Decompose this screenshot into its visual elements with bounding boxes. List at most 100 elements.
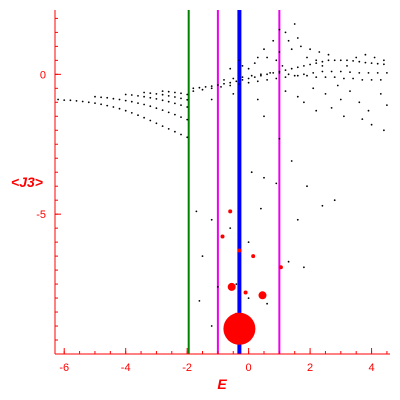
series-1-point bbox=[293, 23, 296, 25]
series-1-point bbox=[57, 98, 59, 101]
series-1-point bbox=[247, 241, 250, 244]
series-1-point bbox=[118, 98, 121, 101]
series-1-point bbox=[229, 84, 232, 87]
series-1-point bbox=[263, 48, 265, 51]
series-1-point bbox=[247, 67, 250, 70]
series-1-point bbox=[327, 53, 330, 56]
series-1-point bbox=[358, 60, 361, 63]
series-1-point bbox=[346, 59, 348, 62]
series-1-point bbox=[321, 65, 324, 67]
series-1-point bbox=[124, 99, 127, 102]
series-1-point bbox=[370, 123, 373, 126]
series-1-point bbox=[143, 103, 146, 106]
series-1-point bbox=[367, 72, 370, 74]
series-1-point bbox=[161, 99, 164, 102]
series-1-point bbox=[186, 106, 189, 108]
series-1-point bbox=[269, 72, 271, 74]
series-1-point bbox=[253, 62, 256, 64]
series-1-point bbox=[192, 90, 195, 92]
series-1-point bbox=[247, 77, 250, 80]
series-1-point bbox=[361, 79, 364, 81]
series-1-point bbox=[130, 100, 133, 103]
series-1-point bbox=[186, 93, 189, 96]
series-1-point bbox=[235, 283, 238, 285]
y-tick-label: -5 bbox=[36, 209, 46, 221]
series-1-point bbox=[284, 90, 287, 92]
series-1-point bbox=[210, 325, 213, 327]
series-1-point bbox=[161, 125, 164, 127]
series-1-point bbox=[186, 98, 189, 101]
x-tick-label: -2 bbox=[182, 362, 192, 374]
series-1-point bbox=[266, 56, 268, 59]
series-1-point bbox=[376, 72, 379, 74]
series-2-point bbox=[243, 290, 248, 295]
series-1-point bbox=[130, 112, 133, 114]
series-1-point bbox=[130, 94, 133, 96]
series-1-point bbox=[321, 204, 324, 207]
series-1-point bbox=[379, 79, 382, 81]
series-1-point bbox=[260, 73, 262, 76]
series-1-point bbox=[174, 102, 176, 105]
series-1-point bbox=[75, 100, 78, 102]
series-1-point bbox=[296, 95, 299, 98]
series-1-point bbox=[263, 115, 265, 118]
series-1-point bbox=[174, 130, 176, 133]
series-1-point bbox=[180, 116, 182, 118]
series-1-point bbox=[204, 86, 207, 88]
x-tick-label: 0 bbox=[246, 362, 252, 374]
series-1-point bbox=[370, 62, 373, 64]
series-1-point bbox=[272, 39, 275, 42]
series-1-point bbox=[336, 84, 339, 87]
series-1-point bbox=[192, 87, 195, 90]
series-1-point bbox=[241, 79, 244, 81]
series-1-point bbox=[180, 104, 182, 106]
series-1-point bbox=[69, 99, 72, 102]
series-1-point bbox=[287, 260, 290, 263]
series-1-point bbox=[278, 72, 281, 74]
series-1-point bbox=[272, 72, 275, 74]
series-1-point bbox=[315, 109, 318, 112]
series-1-point bbox=[235, 80, 238, 83]
series-1-point bbox=[290, 160, 293, 162]
series-1-point bbox=[253, 76, 256, 78]
series-1-point bbox=[383, 59, 385, 62]
series-1-point bbox=[333, 199, 336, 202]
series-1-point bbox=[275, 182, 278, 185]
series-1-point bbox=[210, 218, 213, 221]
series-1-point bbox=[321, 70, 324, 73]
series-1-point bbox=[238, 83, 241, 85]
series-1-point bbox=[250, 171, 253, 174]
series-1-point bbox=[155, 98, 158, 100]
series-1-point bbox=[343, 115, 345, 118]
series-1-point bbox=[275, 77, 278, 80]
series-1-point bbox=[201, 255, 204, 257]
series-1-point bbox=[324, 76, 327, 78]
series-1-point bbox=[247, 297, 250, 299]
series-1-point bbox=[303, 266, 305, 269]
series-1-point bbox=[306, 74, 308, 77]
series-1-point bbox=[367, 109, 370, 112]
series-1-point bbox=[124, 93, 127, 96]
series-1-point bbox=[201, 88, 204, 91]
series-2-point bbox=[278, 265, 283, 270]
y-axis-label: <J3> bbox=[11, 174, 43, 190]
series-1-point bbox=[315, 76, 318, 78]
series-1-point bbox=[167, 111, 170, 114]
series-1-point bbox=[364, 61, 367, 64]
series-1-point bbox=[167, 95, 170, 97]
x-tick-label: -4 bbox=[121, 362, 131, 374]
series-1-point bbox=[198, 86, 201, 89]
series-1-point bbox=[180, 92, 182, 95]
series-2-point bbox=[227, 282, 236, 291]
series-1-point bbox=[266, 79, 268, 81]
series-1-point bbox=[118, 107, 121, 110]
series-1-point bbox=[333, 76, 336, 78]
series-1-point bbox=[210, 98, 213, 101]
series-2-point bbox=[220, 234, 225, 239]
series-1-point bbox=[143, 116, 146, 119]
series-1-point bbox=[263, 176, 265, 179]
series-1-point bbox=[174, 96, 176, 98]
series-1-point bbox=[241, 76, 244, 78]
series-1-point bbox=[278, 51, 281, 53]
